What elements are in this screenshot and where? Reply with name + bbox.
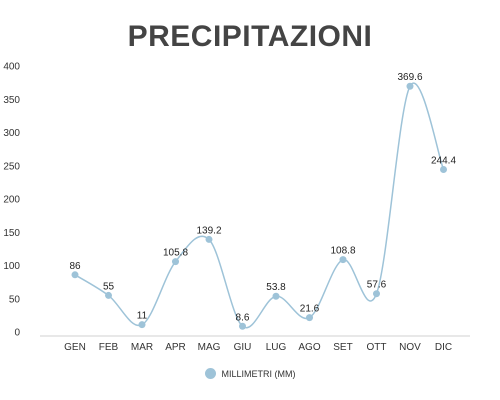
data-label-ott: 57.6 <box>367 280 387 291</box>
data-point-ott[interactable] <box>373 290 380 298</box>
x-tick-label: FEB <box>99 342 119 353</box>
data-point-feb[interactable] <box>105 291 112 299</box>
y-tick-label: 350 <box>3 95 20 106</box>
x-tick-label: SET <box>333 342 352 353</box>
x-tick-label: MAG <box>198 342 221 353</box>
legend[interactable]: MILLIMETRI (MM) <box>0 368 500 379</box>
data-label-set: 108.8 <box>330 246 355 257</box>
y-tick-label: 400 <box>3 62 20 73</box>
y-tick-label: 300 <box>3 128 20 139</box>
x-tick-label: LUG <box>266 342 287 353</box>
chart-title: PRECIPITAZIONI <box>127 20 373 53</box>
data-point-apr[interactable] <box>172 258 179 266</box>
data-labels: 86 55 11 105.8 139.2 8.6 53.8 21.6 108.8 57.6 369.… <box>69 72 456 323</box>
x-axis: GEN FEB MAR APR MAG GIU LUG AGO SET OTT NOV DIC <box>64 342 452 353</box>
data-point-nov[interactable] <box>406 82 414 90</box>
data-label-mar: 11 <box>137 311 148 322</box>
x-tick-label: OTT <box>367 342 387 353</box>
x-tick-label: AGO <box>298 342 320 353</box>
y-tick-label: 200 <box>3 195 20 206</box>
data-point-gen[interactable] <box>71 271 79 279</box>
y-tick-label: 250 <box>3 161 20 172</box>
y-tick-label: 150 <box>3 228 20 239</box>
data-point-lug[interactable] <box>272 292 280 300</box>
y-axis: 0 50 100 150 200 250 300 350 400 <box>3 62 20 339</box>
legend-label: MILLIMETRI (MM) <box>221 368 296 379</box>
data-point-set[interactable] <box>339 256 347 264</box>
data-point-mag[interactable] <box>205 235 213 243</box>
data-point-dic[interactable] <box>440 165 447 173</box>
y-tick-label: 50 <box>9 294 21 305</box>
data-label-apr: 105.8 <box>163 248 188 259</box>
data-point-giu[interactable] <box>239 322 246 330</box>
x-tick-label: GIU <box>234 342 252 353</box>
data-label-nov: 369.6 <box>397 72 422 83</box>
data-label-lug: 53.8 <box>266 282 286 293</box>
x-tick-label: APR <box>165 342 186 353</box>
y-tick-label: 100 <box>3 261 20 272</box>
x-tick-label: GEN <box>64 342 86 353</box>
data-point-mar[interactable] <box>138 321 146 329</box>
x-tick-label: MAR <box>131 342 153 353</box>
data-point-ago[interactable] <box>306 314 313 322</box>
data-label-gen: 86 <box>69 261 81 272</box>
series-points <box>71 82 447 330</box>
legend-swatch <box>204 368 216 379</box>
data-label-feb: 55 <box>103 281 115 292</box>
y-tick-label: 0 <box>14 328 20 339</box>
x-tick-label: DIC <box>435 342 452 353</box>
data-label-dic: 244.4 <box>431 155 456 166</box>
data-label-giu: 8.6 <box>236 312 250 323</box>
x-tick-label: NOV <box>399 342 421 353</box>
series-line-millimetri <box>74 82 445 329</box>
data-label-ago: 21.6 <box>300 304 320 315</box>
data-label-mag: 139.2 <box>196 225 221 236</box>
